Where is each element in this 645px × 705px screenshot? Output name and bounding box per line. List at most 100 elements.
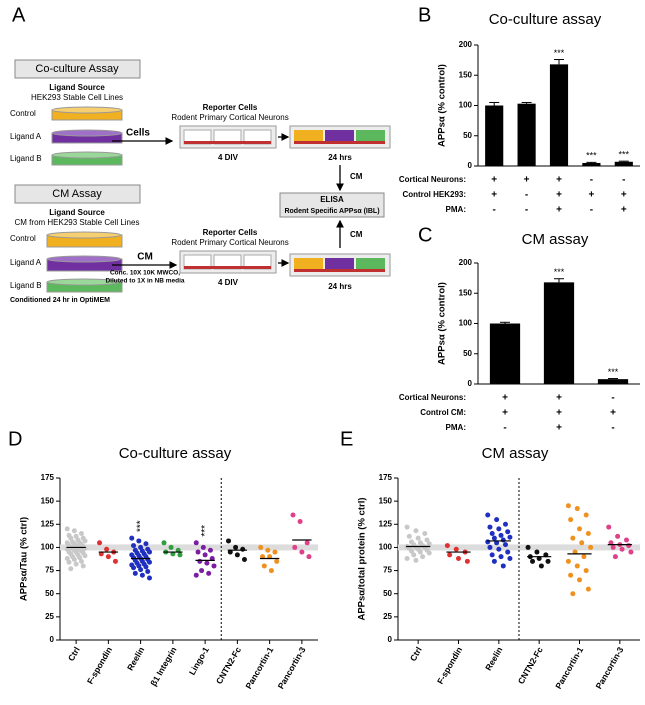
bar	[543, 282, 575, 384]
point	[138, 567, 144, 573]
y-tick-label: 50	[463, 131, 472, 140]
point	[306, 554, 312, 560]
box	[14, 184, 141, 204]
condition-label: PMA:	[446, 423, 466, 432]
panel-letter: D	[8, 428, 22, 450]
point	[413, 528, 419, 534]
chart-title: CM assay	[482, 445, 549, 462]
condition-sign: -	[493, 205, 496, 216]
point	[409, 548, 415, 554]
point	[574, 506, 580, 512]
panel-a: A Co-culture Assay Ligand Source HEK293 …	[10, 4, 391, 304]
dishes	[51, 106, 123, 166]
point	[77, 555, 83, 561]
point	[146, 549, 152, 555]
condition-sign: +	[556, 423, 562, 434]
condition-sign: +	[556, 205, 562, 216]
point	[193, 572, 199, 578]
plate	[179, 125, 277, 149]
condition-sign: -	[590, 205, 593, 216]
point	[577, 577, 582, 583]
text: Rodent Primary Cortical Neurons	[171, 238, 288, 247]
point	[456, 556, 461, 562]
point	[193, 540, 199, 546]
point	[68, 566, 74, 572]
y-tick-label: 50	[383, 589, 392, 598]
point	[568, 572, 574, 578]
x-tick-label: CNTN2-Fc	[516, 645, 545, 686]
dish-label: Ligand A	[10, 258, 42, 267]
y-tick-label: 150	[459, 288, 473, 297]
condition-sign: +	[556, 190, 562, 201]
elisa-box	[279, 192, 385, 218]
bar	[489, 323, 521, 384]
y-tick-label: 0	[50, 635, 55, 644]
x-tick-label: F-spondin	[85, 645, 114, 686]
point	[496, 526, 502, 532]
point	[411, 552, 417, 558]
point	[623, 537, 629, 543]
point	[491, 558, 497, 564]
point	[507, 534, 513, 540]
condition-sign: +	[588, 190, 594, 201]
point	[570, 591, 576, 597]
dish-label: Control	[10, 234, 36, 243]
y-tick-label: 150	[459, 70, 473, 79]
point	[97, 540, 103, 546]
point	[413, 557, 419, 563]
x-tick-label: Pancortin-3	[593, 645, 625, 691]
y-tick-label: 100	[379, 543, 393, 552]
text: Rodent Primary Cortical Neurons	[171, 113, 288, 122]
condition-sign: -	[622, 175, 625, 186]
y-tick-label: 25	[45, 612, 54, 621]
point	[241, 556, 247, 562]
point	[143, 541, 149, 547]
point	[199, 568, 205, 574]
point	[104, 546, 110, 552]
point	[105, 554, 111, 560]
significance: ***	[608, 367, 619, 377]
y-axis-label: APPsα (% control)	[437, 282, 448, 365]
y-tick-label: 100	[459, 319, 473, 328]
y-tick-label: 75	[45, 566, 54, 575]
x-tick-label: Ctrl	[408, 645, 424, 663]
y-tick-label: 25	[383, 612, 392, 621]
panel-letter: A	[12, 4, 26, 26]
reference-band	[60, 544, 318, 551]
point	[489, 531, 495, 537]
point	[426, 550, 432, 556]
significance: ***	[200, 525, 211, 537]
condition-label: Control HEK293:	[402, 190, 466, 199]
point	[417, 549, 423, 555]
point	[68, 535, 74, 541]
point	[82, 538, 88, 544]
point	[494, 517, 500, 523]
point	[258, 544, 264, 550]
point	[240, 546, 246, 552]
point	[565, 503, 571, 509]
point	[505, 529, 511, 535]
y-tick-label: 125	[41, 519, 55, 528]
point	[66, 559, 72, 565]
point	[274, 558, 280, 564]
point	[507, 556, 513, 562]
point	[583, 512, 589, 518]
text: CM from HEK293 Stable Cell Lines	[15, 218, 140, 227]
panel-letter: B	[418, 4, 431, 26]
point	[572, 549, 578, 555]
y-tick-label: 150	[379, 496, 393, 505]
point	[143, 564, 149, 570]
x-tick-label: CNTN2-Fc	[214, 645, 243, 686]
dishes	[46, 231, 123, 293]
point	[226, 538, 232, 544]
point	[78, 558, 84, 564]
point	[505, 549, 511, 555]
box-title: CM Assay	[52, 188, 102, 200]
dish-label: Control	[10, 109, 36, 118]
point	[112, 558, 118, 564]
time-label: 24 hrs	[328, 282, 352, 291]
condition-label: Cortical Neurons:	[399, 393, 466, 402]
point	[297, 519, 303, 525]
point	[170, 551, 176, 557]
condition-sign: +	[524, 175, 530, 186]
